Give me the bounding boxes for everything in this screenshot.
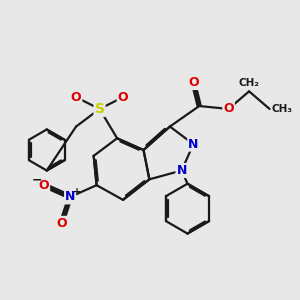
Text: CH₃: CH₃ [271,104,292,114]
Text: O: O [118,91,128,104]
Text: +: + [73,187,81,196]
Text: S: S [94,102,104,116]
Text: N: N [188,138,199,151]
Text: O: O [56,217,67,230]
Text: O: O [71,91,81,104]
Text: N: N [65,190,75,203]
Text: CH₂: CH₂ [238,78,260,88]
Text: −: − [31,173,42,186]
Text: N: N [176,164,187,177]
Text: O: O [38,179,49,192]
Text: O: O [188,76,199,89]
Text: O: O [223,103,234,116]
